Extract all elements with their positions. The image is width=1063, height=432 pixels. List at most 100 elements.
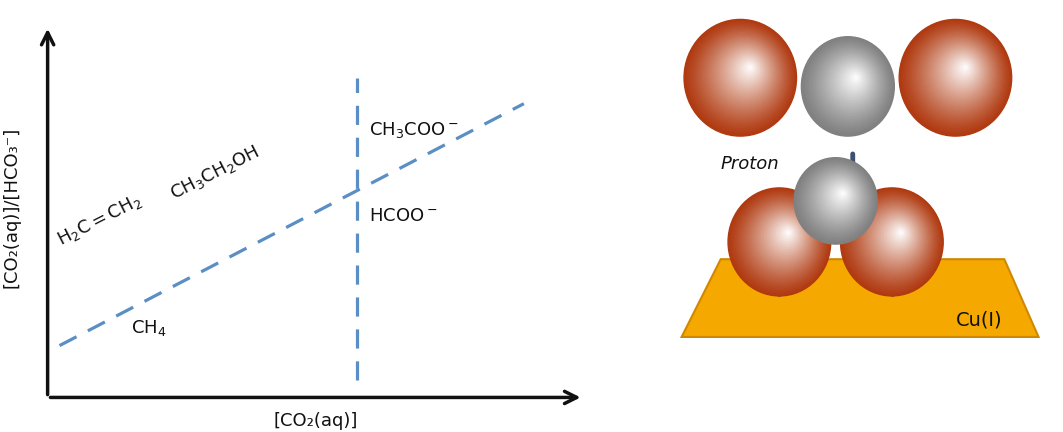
Ellipse shape [730,53,764,88]
Ellipse shape [814,46,885,123]
Ellipse shape [742,61,756,76]
Ellipse shape [807,167,868,232]
Ellipse shape [719,44,773,100]
Ellipse shape [906,24,1007,129]
Ellipse shape [754,207,813,269]
Ellipse shape [737,58,760,81]
Ellipse shape [909,27,1005,126]
Ellipse shape [844,190,941,293]
Ellipse shape [888,222,911,247]
Ellipse shape [846,70,863,88]
Ellipse shape [828,182,854,208]
Ellipse shape [726,49,767,93]
Ellipse shape [715,42,775,103]
Ellipse shape [873,211,922,263]
Ellipse shape [820,176,859,217]
Ellipse shape [834,61,872,101]
Ellipse shape [856,199,932,280]
Ellipse shape [823,178,858,215]
Ellipse shape [732,54,763,86]
Ellipse shape [778,225,796,243]
Ellipse shape [691,24,792,129]
Text: $\mathsf{CH_3CH_2OH}$: $\mathsf{CH_3CH_2OH}$ [167,142,263,204]
Ellipse shape [863,204,927,272]
Ellipse shape [819,175,860,219]
Ellipse shape [810,43,889,127]
Ellipse shape [714,41,776,105]
Ellipse shape [736,57,761,83]
Ellipse shape [929,41,991,105]
Ellipse shape [959,63,971,74]
Ellipse shape [813,172,863,224]
Ellipse shape [821,51,881,116]
Ellipse shape [845,191,940,291]
Ellipse shape [952,58,975,81]
Ellipse shape [827,56,876,108]
Ellipse shape [905,23,1008,131]
Ellipse shape [829,183,853,207]
Ellipse shape [914,30,1001,121]
Ellipse shape [816,174,862,221]
Ellipse shape [815,173,863,222]
Ellipse shape [800,162,873,238]
Ellipse shape [808,42,890,129]
Ellipse shape [917,32,999,117]
Ellipse shape [810,169,866,228]
Ellipse shape [821,177,859,216]
Ellipse shape [707,36,780,112]
Ellipse shape [947,54,978,86]
Ellipse shape [899,19,1012,136]
Ellipse shape [807,41,891,130]
Ellipse shape [862,203,928,273]
Ellipse shape [837,63,870,98]
Ellipse shape [692,25,791,127]
Ellipse shape [894,227,907,240]
Ellipse shape [961,64,969,73]
Ellipse shape [727,51,766,91]
Ellipse shape [859,201,930,277]
Ellipse shape [804,39,893,133]
Ellipse shape [820,50,882,117]
Ellipse shape [760,211,809,263]
Ellipse shape [900,21,1011,134]
Ellipse shape [686,21,795,134]
Ellipse shape [764,215,806,257]
Ellipse shape [923,36,996,112]
Ellipse shape [935,46,986,98]
Ellipse shape [839,64,868,96]
Ellipse shape [849,194,937,286]
Text: $\mathsf{CH_4}$: $\mathsf{CH_4}$ [131,318,167,338]
Ellipse shape [766,216,805,256]
Ellipse shape [774,221,799,248]
Ellipse shape [703,32,783,117]
Ellipse shape [836,188,848,201]
Ellipse shape [745,200,820,278]
Text: Proton: Proton [721,155,779,173]
Ellipse shape [853,197,934,283]
Ellipse shape [958,61,972,76]
Ellipse shape [697,29,788,122]
Ellipse shape [805,165,870,232]
Ellipse shape [919,34,998,115]
Text: Cu(I): Cu(I) [956,310,1002,329]
Ellipse shape [841,191,845,196]
Ellipse shape [757,209,811,266]
Ellipse shape [855,198,933,282]
Ellipse shape [808,168,867,230]
Ellipse shape [837,189,847,200]
Ellipse shape [811,170,865,226]
Ellipse shape [829,57,875,107]
Ellipse shape [688,22,794,133]
Ellipse shape [899,231,902,234]
Ellipse shape [803,164,872,235]
Ellipse shape [701,32,784,119]
Ellipse shape [864,206,926,270]
Ellipse shape [912,29,1002,122]
Ellipse shape [950,57,976,83]
Ellipse shape [885,221,912,248]
Ellipse shape [824,179,857,213]
Ellipse shape [695,28,789,124]
Ellipse shape [824,53,879,113]
Ellipse shape [842,189,942,294]
Ellipse shape [799,161,874,239]
